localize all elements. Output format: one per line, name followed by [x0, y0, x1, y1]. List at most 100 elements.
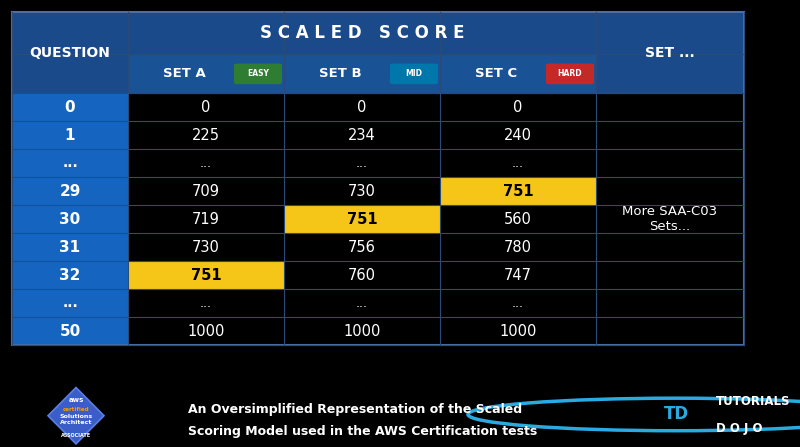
- Text: 0: 0: [514, 100, 522, 115]
- Text: ...: ...: [512, 297, 524, 310]
- FancyBboxPatch shape: [128, 233, 284, 261]
- Text: 756: 756: [348, 240, 376, 255]
- Text: QUESTION: QUESTION: [30, 46, 110, 59]
- Text: 751: 751: [346, 212, 378, 227]
- FancyBboxPatch shape: [596, 233, 744, 261]
- FancyBboxPatch shape: [440, 205, 596, 233]
- Text: 0: 0: [65, 100, 75, 115]
- Text: 31: 31: [59, 240, 81, 255]
- Text: ...: ...: [200, 297, 212, 310]
- FancyBboxPatch shape: [128, 289, 284, 317]
- Text: 240: 240: [504, 128, 532, 143]
- Text: Scoring Model used in the AWS Certification tests: Scoring Model used in the AWS Certificat…: [188, 425, 538, 438]
- FancyBboxPatch shape: [12, 93, 128, 121]
- Text: 1000: 1000: [499, 324, 537, 339]
- FancyBboxPatch shape: [128, 149, 284, 177]
- Text: 1: 1: [65, 128, 75, 143]
- Text: 0: 0: [358, 100, 366, 115]
- Text: ASSOCIATE: ASSOCIATE: [61, 433, 91, 438]
- Text: EASY: EASY: [247, 69, 269, 78]
- Text: HARD: HARD: [558, 69, 582, 78]
- FancyBboxPatch shape: [128, 55, 284, 93]
- FancyBboxPatch shape: [440, 261, 596, 289]
- Text: 32: 32: [59, 268, 81, 283]
- Text: ...: ...: [200, 157, 212, 170]
- Text: ...: ...: [62, 156, 78, 170]
- Text: 760: 760: [348, 268, 376, 283]
- FancyBboxPatch shape: [596, 205, 744, 233]
- Text: 719: 719: [192, 212, 220, 227]
- FancyBboxPatch shape: [440, 93, 596, 121]
- FancyBboxPatch shape: [284, 55, 440, 93]
- FancyBboxPatch shape: [596, 177, 744, 205]
- FancyBboxPatch shape: [284, 177, 440, 205]
- Text: SET ...: SET ...: [645, 46, 695, 59]
- Text: ...: ...: [356, 157, 368, 170]
- FancyBboxPatch shape: [284, 149, 440, 177]
- FancyBboxPatch shape: [440, 233, 596, 261]
- FancyBboxPatch shape: [12, 233, 128, 261]
- Text: 751: 751: [502, 184, 534, 199]
- FancyBboxPatch shape: [128, 261, 284, 289]
- FancyBboxPatch shape: [390, 63, 438, 84]
- FancyBboxPatch shape: [284, 121, 440, 149]
- Text: 780: 780: [504, 240, 532, 255]
- FancyBboxPatch shape: [440, 177, 596, 205]
- Text: TD: TD: [663, 405, 689, 423]
- FancyBboxPatch shape: [284, 317, 440, 346]
- Text: 0: 0: [202, 100, 210, 115]
- Text: certified: certified: [62, 407, 90, 412]
- Text: 234: 234: [348, 128, 376, 143]
- Text: ...: ...: [356, 297, 368, 310]
- FancyBboxPatch shape: [12, 205, 128, 233]
- Text: 560: 560: [504, 212, 532, 227]
- FancyBboxPatch shape: [12, 261, 128, 289]
- FancyBboxPatch shape: [440, 55, 596, 93]
- Text: 50: 50: [59, 324, 81, 339]
- Text: Solutions
Architect: Solutions Architect: [59, 414, 93, 425]
- Polygon shape: [48, 388, 104, 444]
- FancyBboxPatch shape: [440, 317, 596, 346]
- FancyBboxPatch shape: [284, 205, 440, 233]
- FancyBboxPatch shape: [596, 261, 744, 289]
- FancyBboxPatch shape: [440, 289, 596, 317]
- FancyBboxPatch shape: [596, 93, 744, 121]
- Text: More SAA-C03
Sets...: More SAA-C03 Sets...: [622, 205, 718, 233]
- Text: SET C: SET C: [475, 67, 518, 80]
- Text: SET A: SET A: [162, 67, 206, 80]
- FancyBboxPatch shape: [12, 317, 128, 346]
- FancyBboxPatch shape: [440, 149, 596, 177]
- Text: 30: 30: [59, 212, 81, 227]
- FancyBboxPatch shape: [596, 121, 744, 149]
- FancyBboxPatch shape: [12, 149, 128, 177]
- FancyBboxPatch shape: [128, 93, 284, 121]
- FancyBboxPatch shape: [128, 121, 284, 149]
- FancyBboxPatch shape: [596, 317, 744, 346]
- Text: 1000: 1000: [187, 324, 225, 339]
- FancyBboxPatch shape: [12, 177, 128, 205]
- Text: 29: 29: [59, 184, 81, 199]
- FancyBboxPatch shape: [12, 289, 128, 317]
- FancyBboxPatch shape: [128, 177, 284, 205]
- Text: 747: 747: [504, 268, 532, 283]
- FancyBboxPatch shape: [284, 93, 440, 121]
- FancyBboxPatch shape: [284, 289, 440, 317]
- FancyBboxPatch shape: [12, 121, 128, 149]
- Text: 730: 730: [348, 184, 376, 199]
- Text: 751: 751: [190, 268, 222, 283]
- Text: TUTORIALS: TUTORIALS: [716, 395, 790, 408]
- FancyBboxPatch shape: [234, 63, 282, 84]
- Text: aws: aws: [68, 397, 84, 403]
- Text: 709: 709: [192, 184, 220, 199]
- FancyBboxPatch shape: [284, 261, 440, 289]
- Text: ...: ...: [62, 296, 78, 310]
- Text: MID: MID: [406, 69, 422, 78]
- FancyBboxPatch shape: [596, 12, 744, 93]
- FancyBboxPatch shape: [546, 63, 594, 84]
- Text: 225: 225: [192, 128, 220, 143]
- FancyBboxPatch shape: [596, 149, 744, 177]
- FancyBboxPatch shape: [128, 12, 596, 55]
- Text: S C A L E D   S C O R E: S C A L E D S C O R E: [260, 24, 464, 42]
- Text: An Oversimplified Representation of the Scaled: An Oversimplified Representation of the …: [188, 403, 522, 416]
- FancyBboxPatch shape: [128, 317, 284, 346]
